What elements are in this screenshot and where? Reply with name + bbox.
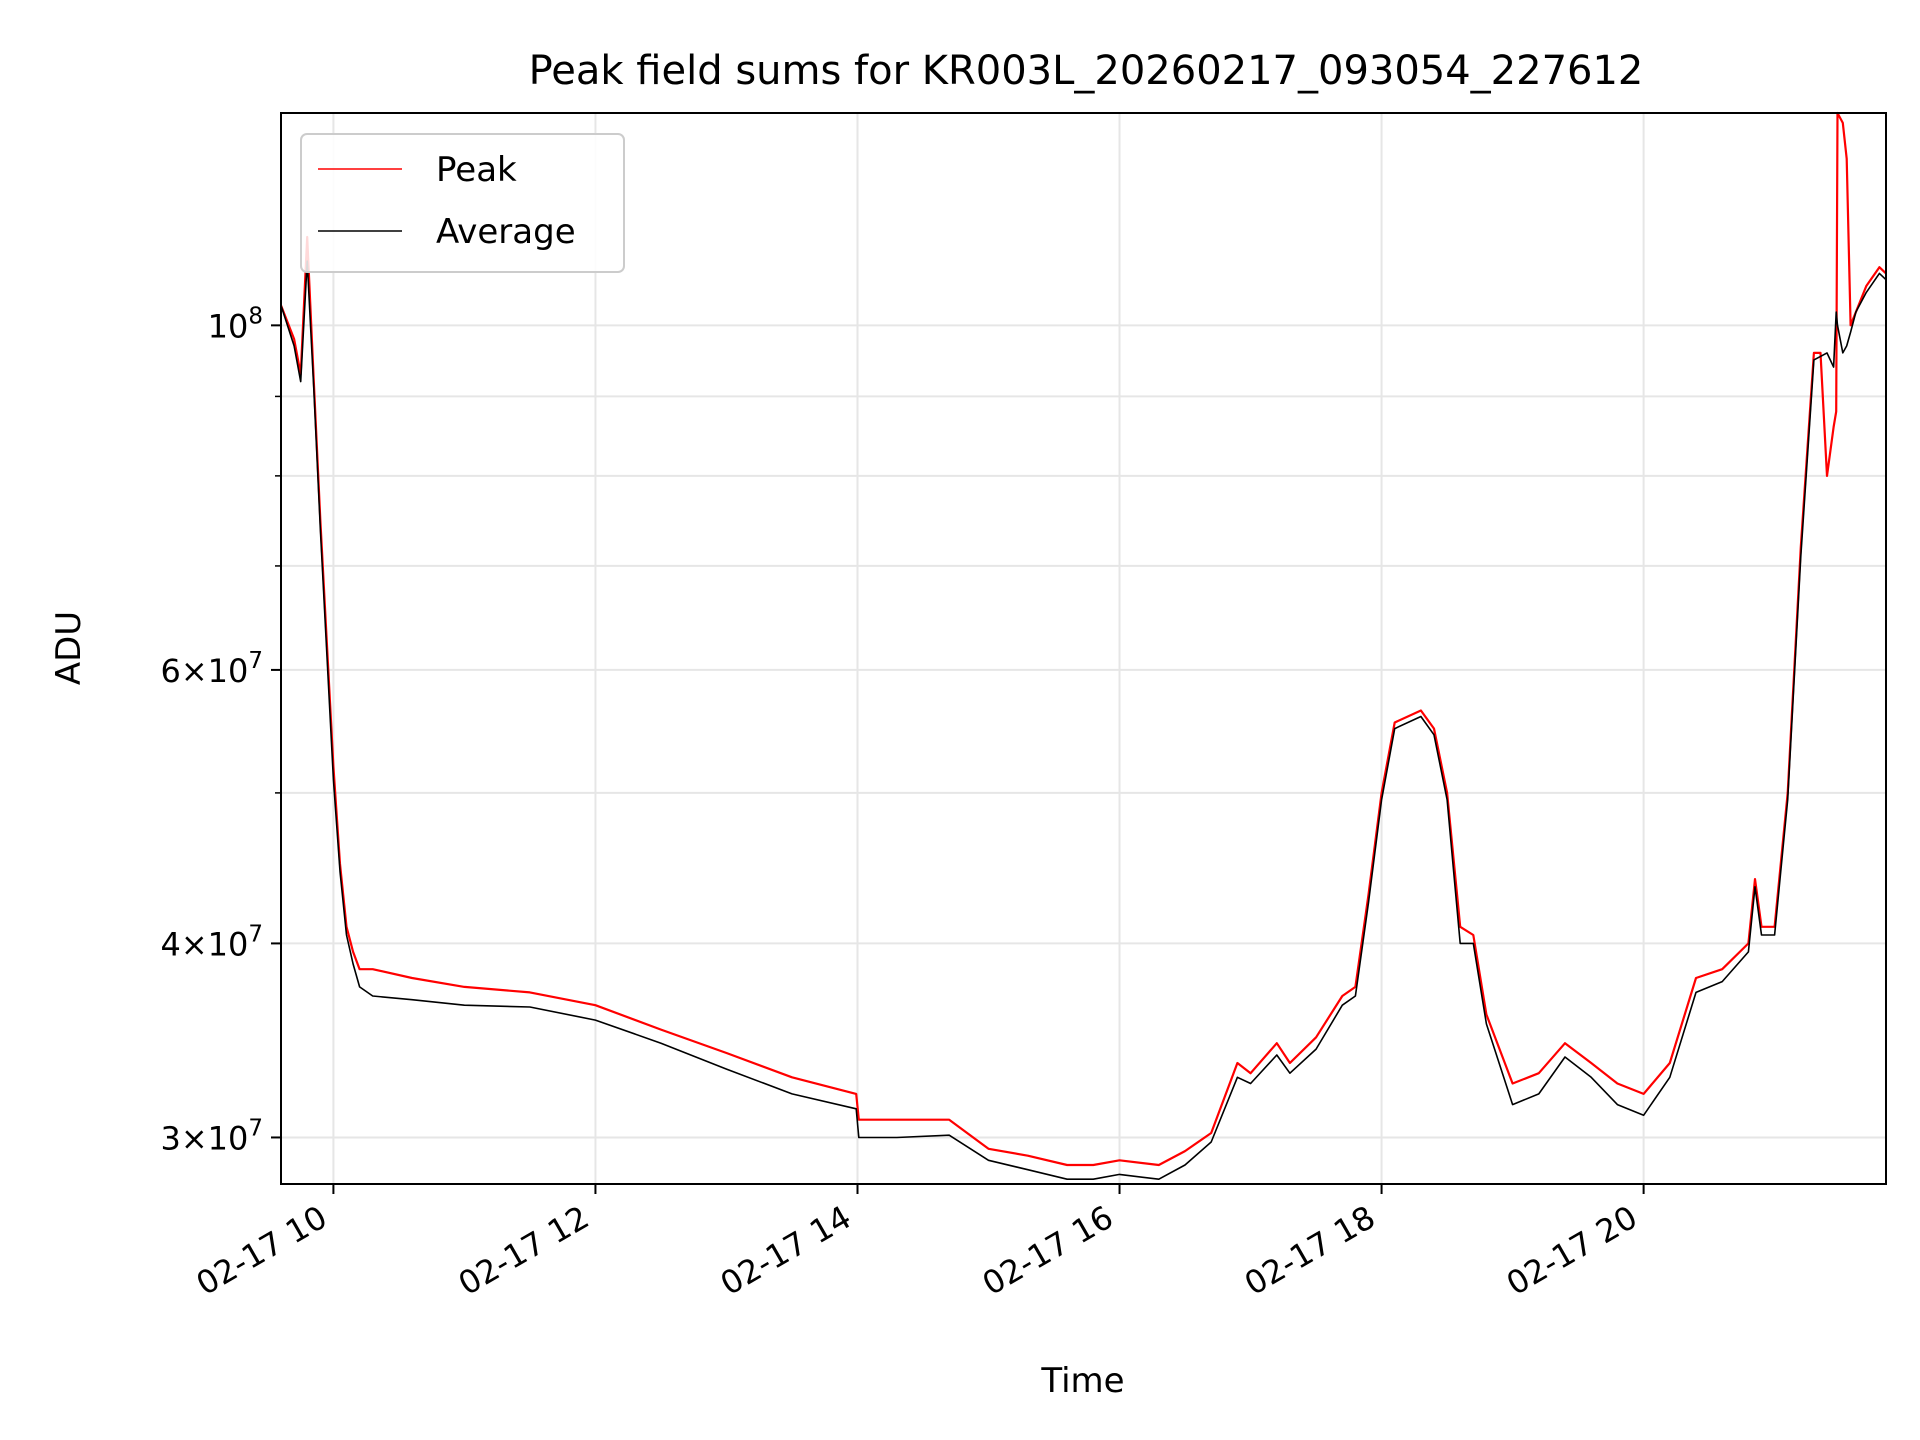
series-layer (279, 111, 1887, 1180)
y-axis-ticks: 3×107 4×107 6×107 108 (160, 303, 281, 1157)
legend-average-label: Average (436, 212, 576, 252)
y-axis-label: ADU (49, 611, 89, 685)
series-average-line (280, 260, 1887, 1180)
plot-area-frame (280, 112, 1887, 1185)
y-tick-label-3: 108 (208, 303, 263, 345)
y-tick-label-2: 6×107 (160, 648, 263, 690)
legend: Peak Average (300, 133, 625, 273)
y-tick-label-1: 4×107 (160, 921, 263, 963)
x-axis-label: Time (1040, 1361, 1124, 1401)
grid-lines (281, 113, 1886, 1184)
y-tick-label-0: 3×107 (160, 1115, 263, 1157)
chart-title: Peak field sums for KR003L_20260217_0930… (529, 48, 1644, 94)
legend-peak-label: Peak (436, 150, 517, 190)
